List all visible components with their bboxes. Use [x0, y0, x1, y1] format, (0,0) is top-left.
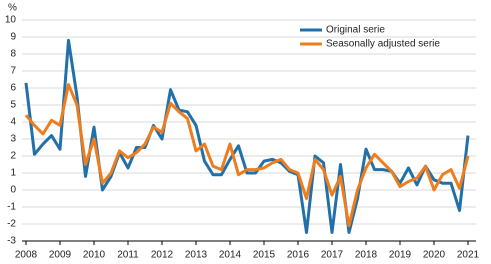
x-tick-label: 2009: [49, 250, 72, 261]
x-tick-label: 2020: [423, 250, 446, 261]
y-tick-label: 9: [10, 32, 16, 43]
x-tick-label: 2013: [185, 250, 208, 261]
y-tick-label: -2: [7, 219, 16, 230]
y-axis-label: %: [8, 3, 17, 14]
x-tick-label: 2016: [287, 250, 310, 261]
y-tick-label: 4: [10, 117, 16, 128]
legend-label: Seasonally adjusted serie: [326, 39, 440, 50]
x-tick-label: 2008: [15, 250, 38, 261]
y-tick-label: 10: [5, 15, 17, 26]
y-tick-label: 0: [10, 185, 16, 196]
series-line: [24, 38, 470, 234]
x-tick-label: 2019: [389, 250, 412, 261]
y-tick-label: -1: [7, 202, 16, 213]
legend-label: Original serie: [326, 25, 385, 36]
y-tick-label: 8: [10, 49, 16, 60]
x-tick-label: 2017: [321, 250, 344, 261]
y-tick-label: 2: [10, 151, 16, 162]
x-tick-label: 2018: [355, 250, 378, 261]
y-tick-label: -3: [7, 236, 16, 247]
x-tick-label: 2021: [457, 250, 480, 261]
y-tick-label: 1: [10, 168, 16, 179]
x-tick-label: 2010: [83, 250, 106, 261]
x-tick-label: 2012: [151, 250, 174, 261]
series-line: [24, 83, 470, 228]
y-tick-label: 3: [10, 134, 16, 145]
x-tick-label: 2015: [253, 250, 276, 261]
x-tick-label: 2011: [117, 250, 139, 261]
x-tick-label: 2014: [219, 250, 242, 261]
y-tick-label: 7: [10, 66, 16, 77]
y-tick-label: 5: [10, 100, 16, 111]
y-tick-label: 6: [10, 83, 16, 94]
